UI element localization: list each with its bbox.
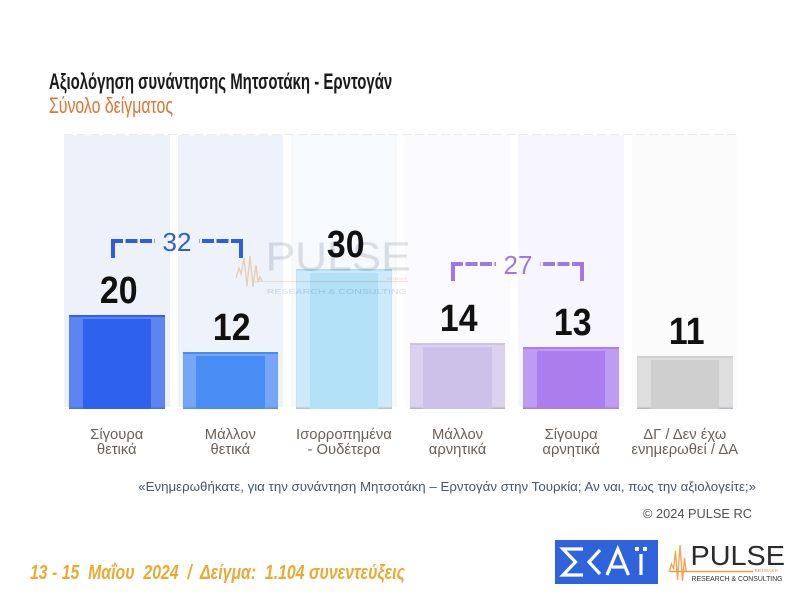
svg-text:KEΣMAKH: KEΣMAKH: [387, 276, 406, 281]
svg-text:ΚΕΣΜΑΚΗ: ΚΕΣΜΑΚΗ: [755, 568, 778, 573]
svg-text:PULSE: PULSE: [691, 540, 786, 571]
svg-text:RESEARCH & CONSULTING: RESEARCH & CONSULTING: [267, 287, 407, 296]
svg-text:RESEARCH & CONSULTING: RESEARCH & CONSULTING: [692, 576, 783, 583]
svg-text:PULSE: PULSE: [266, 233, 411, 279]
